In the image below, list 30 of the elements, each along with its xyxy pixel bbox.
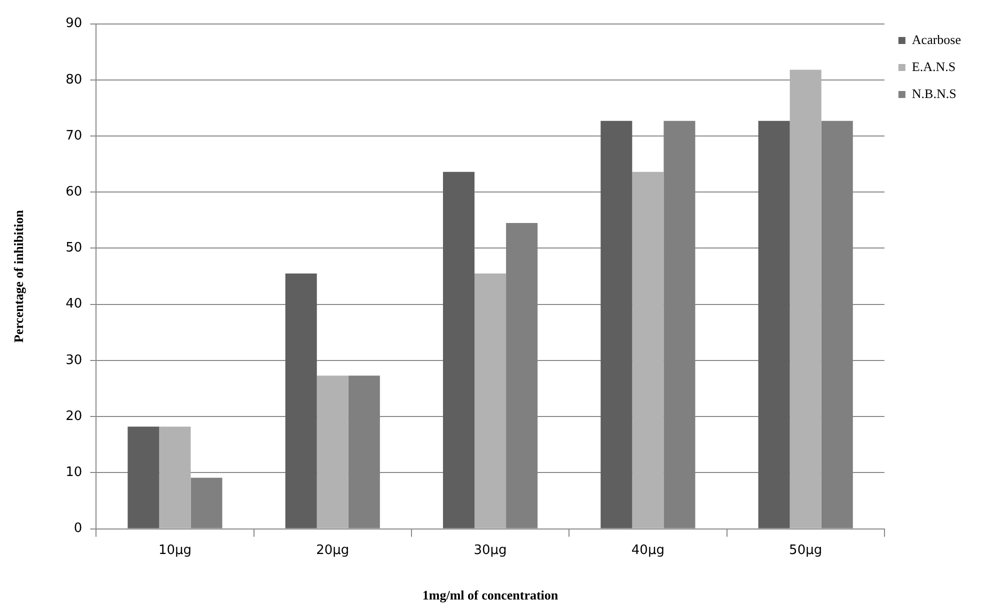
- legend-label: E.A.N.S: [912, 58, 956, 74]
- y-tick-label: 0: [74, 521, 82, 536]
- bar: [758, 120, 790, 528]
- y-tick-label: 90: [66, 16, 82, 32]
- legend-label: N.B.N.S: [912, 86, 956, 101]
- bar: [790, 70, 822, 528]
- x-tick-label: 20µg: [316, 542, 350, 558]
- bar: [600, 120, 632, 528]
- x-tick-label: 10µg: [158, 542, 192, 558]
- y-tick-label: 30: [66, 352, 82, 368]
- x-tick-label: 30µg: [474, 542, 507, 558]
- bar: [442, 172, 475, 528]
- bar: [316, 376, 348, 528]
- y-tick-label: 50: [66, 240, 82, 256]
- bar: [159, 426, 191, 528]
- bar: [128, 426, 160, 528]
- x-axis-title: 1mg/ml of concentration: [422, 588, 559, 603]
- bar: [285, 273, 317, 528]
- x-tick-label: 40µg: [631, 542, 664, 558]
- y-tick-label: 40: [66, 296, 82, 312]
- legend-label: Acarbose: [912, 32, 962, 47]
- bar: [474, 273, 506, 528]
- y-tick-label: 70: [66, 128, 82, 144]
- bar: [632, 172, 664, 528]
- x-tick-label: 50µg: [789, 542, 822, 558]
- y-axis-title: Percentage of inhibition: [11, 209, 26, 343]
- y-tick-label: 10: [66, 465, 82, 480]
- y-tick-label: 80: [66, 72, 82, 88]
- y-tick-label: 20: [66, 408, 82, 424]
- y-tick-label: 60: [66, 184, 82, 200]
